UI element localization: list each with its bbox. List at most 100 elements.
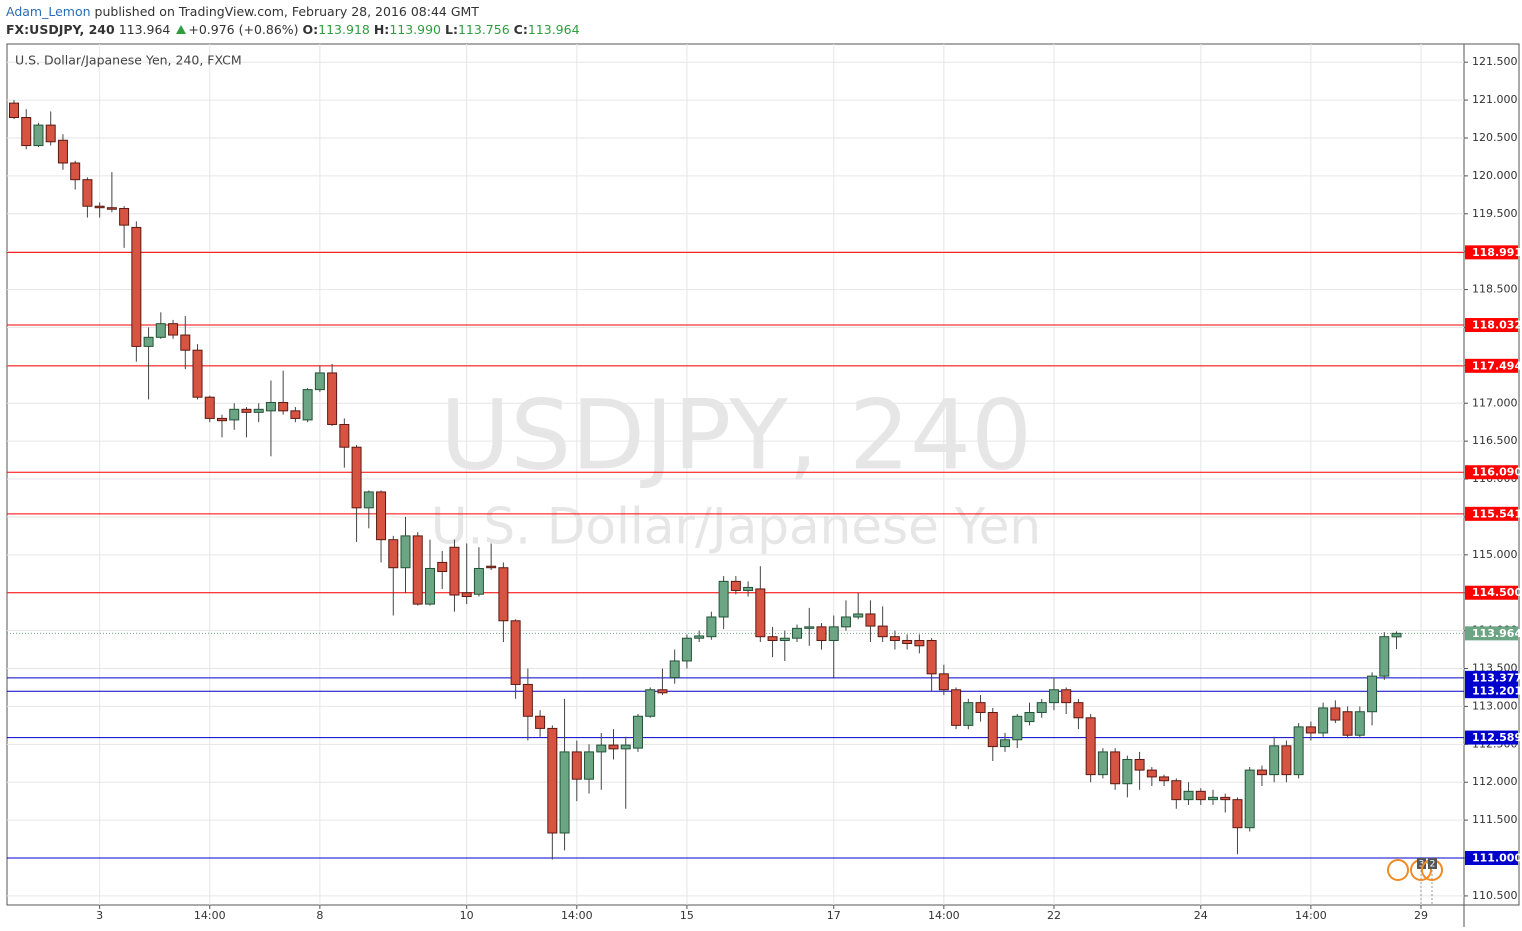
- y-tick-label: 120.000: [1472, 169, 1518, 182]
- candle-body: [461, 592, 472, 598]
- candle-body: [804, 626, 815, 629]
- event-badge: [1428, 858, 1437, 869]
- level-label-box: [1465, 318, 1518, 333]
- candle-body: [388, 539, 399, 569]
- level-label-box: [1465, 730, 1518, 745]
- candle-body: [1110, 751, 1121, 785]
- candle-body: [584, 751, 595, 780]
- candle-body: [106, 207, 117, 210]
- candle-body: [339, 423, 350, 448]
- candle-body: [363, 491, 374, 509]
- candle-body: [1220, 796, 1231, 801]
- candle-body: [424, 567, 435, 605]
- y-tick-label: 121.000: [1472, 93, 1518, 106]
- candle-body: [718, 580, 729, 618]
- candle-body: [327, 372, 338, 425]
- candle-body: [265, 401, 276, 412]
- candle-body: [1208, 796, 1219, 801]
- level-label: 112.589: [1472, 731, 1522, 744]
- level-label-box: [1465, 851, 1518, 866]
- candle-body: [192, 349, 203, 398]
- candle-body: [938, 673, 949, 691]
- candle-body: [473, 567, 484, 595]
- candle-body: [779, 637, 790, 641]
- candle-body: [1122, 758, 1133, 785]
- level-label: 118.032: [1472, 319, 1522, 332]
- level-label: 115.541: [1472, 507, 1522, 520]
- level-label: 113.377: [1472, 671, 1522, 684]
- candle-body: [9, 102, 19, 119]
- x-tick-label: 14:00: [928, 909, 960, 922]
- candle-body: [596, 744, 607, 753]
- candle-body: [70, 162, 81, 181]
- candle-body: [314, 372, 325, 391]
- candle-body: [1000, 739, 1011, 748]
- candle-body: [486, 565, 497, 569]
- candle-body: [302, 389, 313, 421]
- ohlc-label: O:: [302, 22, 319, 37]
- x-tick-label: 17: [827, 909, 841, 922]
- candle-body: [412, 535, 423, 605]
- ohlc-value: 113.918: [318, 22, 370, 37]
- level-label: 116.090: [1472, 466, 1522, 479]
- x-tick-label: 14:00: [561, 909, 593, 922]
- candle-body: [241, 408, 252, 413]
- candle-body: [559, 751, 570, 834]
- background-layer: 110.500111.000111.500112.000112.500113.0…: [6, 43, 1520, 927]
- candle-body: [1097, 751, 1108, 776]
- level-label-box: [1465, 506, 1518, 521]
- candle-body: [1159, 776, 1170, 782]
- candle-body: [1281, 745, 1292, 776]
- symbol: FX:USDJPY, 240: [6, 22, 115, 37]
- candle-body: [1085, 717, 1096, 776]
- up-arrow: [176, 25, 187, 34]
- candle-body: [1379, 636, 1390, 677]
- candle-body: [914, 639, 925, 647]
- last: 113.964: [118, 22, 171, 37]
- candle-body: [1061, 689, 1072, 704]
- candle-body: [657, 689, 668, 694]
- candle-body: [620, 744, 631, 750]
- candle-body: [216, 417, 227, 422]
- candle-body: [669, 660, 680, 679]
- candle-body: [437, 561, 448, 573]
- x-tick-label: 29: [1414, 909, 1428, 922]
- y-tick-label: 111.500: [1472, 813, 1518, 826]
- candle-body: [1024, 711, 1035, 723]
- candle-body: [278, 401, 289, 412]
- candle-body: [840, 616, 851, 628]
- candle-body: [204, 396, 215, 419]
- candle-body: [706, 616, 717, 638]
- candle-body: [1367, 675, 1378, 713]
- candle-body: [535, 715, 546, 729]
- candle-body: [963, 702, 974, 726]
- x-tick-label: 3: [96, 909, 103, 922]
- candle-body: [632, 715, 643, 749]
- y-tick-label: 116.500: [1472, 434, 1518, 447]
- event-count: 2: [1430, 860, 1436, 870]
- candle-body: [889, 636, 900, 641]
- x-tick-label: 24: [1194, 909, 1208, 922]
- x-tick-label: 22: [1047, 909, 1061, 922]
- level-label-box: [1465, 465, 1518, 480]
- candle-body: [45, 124, 56, 143]
- candle-body: [1391, 632, 1402, 638]
- candle-body: [1318, 707, 1329, 734]
- candle-body: [94, 205, 105, 209]
- ohlc-label: L:: [445, 22, 458, 37]
- header-line: FX:USDJPY, 240 113.964 +0.976 (+0.86%) O…: [6, 21, 580, 39]
- candle-body: [1171, 780, 1182, 801]
- y-tick-label: 118.500: [1472, 283, 1518, 296]
- candle-body: [987, 711, 998, 748]
- level-label: 118.991: [1472, 246, 1522, 259]
- candle-body: [1269, 745, 1280, 776]
- candle-body: [180, 334, 191, 351]
- ohlc-value: 113.756: [457, 22, 510, 37]
- candle-body: [547, 727, 558, 834]
- author[interactable]: Adam_Lemon: [6, 4, 91, 19]
- header: Adam_Lemon published on TradingView.com,…: [6, 3, 580, 39]
- ohlc-label: C:: [513, 22, 528, 37]
- event-count: 3: [1419, 860, 1425, 870]
- ohlc-label: H:: [373, 22, 390, 37]
